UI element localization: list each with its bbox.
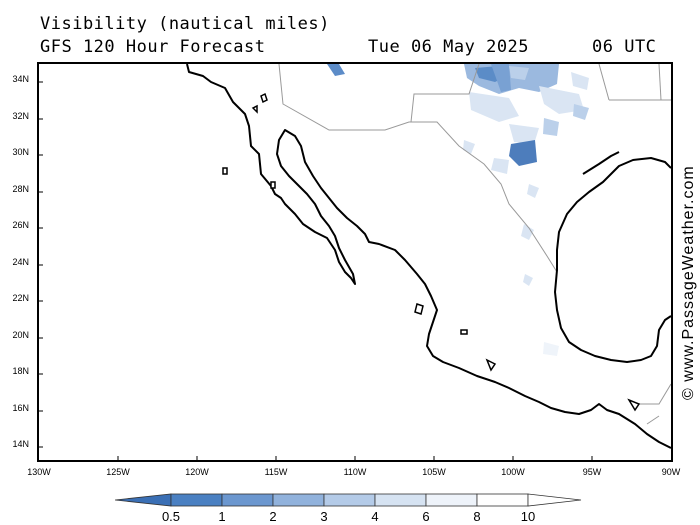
legend-value-6: 6 <box>422 509 430 524</box>
lon-label-120w: 120W <box>185 467 209 477</box>
legend-swatch-3 <box>272 493 325 507</box>
copyright-watermark: © www.PassageWeather.com <box>680 165 697 400</box>
lon-label-130w: 130W <box>27 467 51 477</box>
lat-label-30n: 30N <box>12 147 29 157</box>
lat-label-14n: 14N <box>12 439 29 449</box>
chart-title: Visibility (nautical miles) <box>40 14 330 34</box>
lat-label-34n: 34N <box>12 74 29 84</box>
lon-label-100w: 100W <box>501 467 525 477</box>
map-graphic <box>39 64 671 460</box>
lat-label-20n: 20N <box>12 330 29 340</box>
map-panel <box>37 62 673 462</box>
visibility-shading <box>327 64 589 356</box>
lon-label-115w: 115W <box>264 467 288 477</box>
country-borders <box>278 64 671 425</box>
legend-swatch-8 <box>527 493 582 507</box>
lat-label-22n: 22N <box>12 293 29 303</box>
lat-label-18n: 18N <box>12 366 29 376</box>
coastline <box>186 64 671 449</box>
legend-value-3: 3 <box>320 509 328 524</box>
legend-value-4: 4 <box>371 509 379 524</box>
lat-ticks <box>39 81 593 460</box>
legend-swatch-6 <box>425 493 478 507</box>
lon-label-90w: 90W <box>661 467 681 477</box>
lon-label-95w: 95W <box>582 467 602 477</box>
legend-value-0.5: 0.5 <box>161 509 181 524</box>
islands <box>222 92 641 412</box>
lat-label-26n: 26N <box>12 220 29 230</box>
legend-value-10: 10 <box>520 509 536 524</box>
legend-swatch-5 <box>374 493 427 507</box>
forecast-subtitle: GFS 120 Hour Forecast <box>40 37 266 57</box>
legend-swatch-7 <box>476 493 529 507</box>
forecast-time: 06 UTC <box>592 37 657 57</box>
color-legend <box>115 493 582 507</box>
legend-swatch-2 <box>221 493 274 507</box>
lat-label-28n: 28N <box>12 184 29 194</box>
lon-label-125w: 125W <box>106 467 130 477</box>
lon-label-110w: 110W <box>343 467 367 477</box>
lat-label-32n: 32N <box>12 111 29 121</box>
legend-value-8: 8 <box>473 509 481 524</box>
lat-label-24n: 24N <box>12 257 29 267</box>
legend-swatch-1 <box>170 493 223 507</box>
legend-swatch-0 <box>115 493 172 507</box>
legend-swatch-4 <box>323 493 376 507</box>
lon-label-105w: 105W <box>422 467 446 477</box>
lat-label-16n: 16N <box>12 403 29 413</box>
forecast-date: Tue 06 May 2025 <box>368 37 530 57</box>
legend-value-1: 1 <box>218 509 226 524</box>
legend-value-2: 2 <box>269 509 277 524</box>
